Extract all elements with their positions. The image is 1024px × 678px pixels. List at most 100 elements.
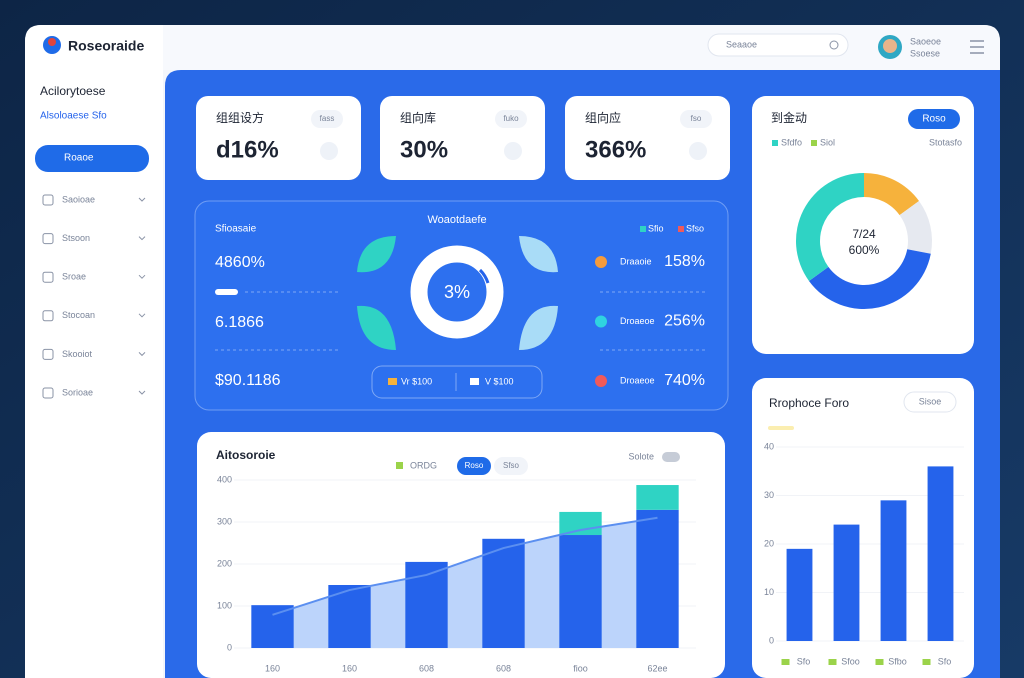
x-tick-label: Sfoo bbox=[841, 656, 860, 666]
sidebar-heading: Acilorytoese bbox=[40, 84, 106, 98]
search-icon[interactable] bbox=[829, 40, 839, 50]
donut-title: 到金动 bbox=[771, 110, 807, 125]
search-box[interactable] bbox=[707, 33, 849, 57]
donut-card bbox=[752, 96, 974, 354]
item-value: 158% bbox=[664, 253, 705, 270]
chip-label[interactable]: Vr $100 bbox=[401, 376, 432, 386]
chip-label[interactable]: V $100 bbox=[485, 376, 514, 386]
legend-label: Sfio bbox=[648, 223, 664, 233]
bar bbox=[636, 509, 679, 648]
stat: 4860% bbox=[215, 254, 265, 271]
chip-group bbox=[371, 365, 543, 399]
bar bbox=[636, 485, 679, 510]
toggle-label: Roso bbox=[465, 461, 484, 470]
y-tick-label: 400 bbox=[217, 474, 232, 484]
donut-center-bottom: 600% bbox=[849, 243, 880, 257]
x-chip bbox=[875, 659, 884, 665]
nav-item[interactable]: Skooiot bbox=[62, 349, 93, 359]
leaf bbox=[519, 305, 558, 350]
menu-icon[interactable] bbox=[970, 40, 984, 54]
kpi-icon[interactable] bbox=[689, 142, 707, 160]
nav-active[interactable] bbox=[35, 145, 149, 172]
stats-label: Sfioasaie bbox=[215, 224, 257, 235]
nav-chevron bbox=[138, 197, 146, 202]
y-tick-label: 0 bbox=[227, 642, 232, 652]
legend-label: Siol bbox=[820, 137, 835, 147]
x-tick-label: Sfo bbox=[938, 656, 952, 666]
stat: 6.1866 bbox=[215, 314, 264, 331]
legend-label: Sfso bbox=[686, 223, 704, 233]
kpi-badge-label: fso bbox=[691, 114, 702, 123]
avatar-face bbox=[883, 39, 897, 53]
kpi-icon[interactable] bbox=[320, 142, 338, 160]
legend-swatch bbox=[811, 140, 817, 146]
nav-chevron bbox=[138, 236, 146, 241]
progress bbox=[215, 289, 238, 295]
item-dot bbox=[595, 315, 607, 328]
switch[interactable] bbox=[662, 452, 680, 462]
kpi-label: 组向应 bbox=[585, 110, 621, 125]
nav-icon bbox=[42, 387, 54, 399]
kpi-label: 组向库 bbox=[400, 110, 436, 125]
nav-chevron bbox=[138, 390, 146, 395]
leaf bbox=[519, 236, 558, 273]
kpi-label: 组组设方 bbox=[216, 110, 264, 125]
nav-icon bbox=[42, 310, 54, 322]
bar bbox=[559, 511, 602, 536]
chip-icon bbox=[388, 378, 397, 385]
nav-chevron bbox=[138, 274, 146, 279]
donut-segment bbox=[808, 249, 931, 310]
user-role: Ssoese bbox=[910, 48, 940, 58]
y-tick-label: 10 bbox=[764, 587, 774, 597]
y-tick-label: 100 bbox=[217, 600, 232, 610]
x-tick-label: 608 bbox=[496, 663, 511, 673]
bar bbox=[786, 548, 813, 641]
legend-swatch bbox=[678, 226, 684, 232]
nav-item[interactable]: Stsoon bbox=[62, 233, 90, 243]
nav-icon bbox=[42, 194, 54, 206]
legend-label: Sfdfo bbox=[781, 137, 802, 147]
bar bbox=[880, 500, 907, 641]
item-dot bbox=[595, 256, 607, 268]
leaf bbox=[357, 236, 396, 273]
donut-segment bbox=[796, 173, 864, 281]
legend-label: ORDG bbox=[410, 460, 437, 470]
x-tick-label: fioo bbox=[573, 663, 588, 673]
item-dot bbox=[595, 375, 607, 387]
bar bbox=[833, 524, 860, 641]
center-ring bbox=[410, 245, 504, 339]
nav-item[interactable]: Saoioae bbox=[62, 194, 95, 204]
toggle[interactable] bbox=[494, 457, 528, 475]
center-arc bbox=[478, 268, 490, 284]
logo-dot bbox=[48, 38, 56, 46]
nav-item[interactable]: Roaoe bbox=[64, 153, 94, 164]
nav-chevron bbox=[138, 313, 146, 318]
kpi-badge-label: fuko bbox=[503, 114, 519, 123]
stat: $90.1186 bbox=[215, 372, 281, 389]
item-label: Droaeoe bbox=[620, 316, 655, 326]
donut-segment bbox=[864, 172, 920, 216]
kpi-value: 366% bbox=[585, 136, 646, 163]
x-tick-label: 160 bbox=[265, 663, 280, 673]
x-tick-label: Sfbo bbox=[888, 656, 907, 666]
item-value: 256% bbox=[664, 313, 705, 330]
nav-item[interactable]: Sroae bbox=[62, 272, 86, 282]
x-tick-label: Sfo bbox=[797, 656, 811, 666]
toggle[interactable] bbox=[457, 457, 491, 475]
donut-button[interactable] bbox=[908, 109, 960, 129]
kpi-icon[interactable] bbox=[504, 142, 522, 160]
donut-center-top: 7/24 bbox=[852, 227, 876, 241]
kpi-badge bbox=[680, 110, 712, 128]
bar bbox=[559, 535, 602, 648]
overview-panel bbox=[194, 200, 729, 411]
nav-item[interactable]: Sorioae bbox=[62, 387, 93, 397]
kpi-value: 30% bbox=[400, 136, 448, 163]
accent bbox=[768, 426, 794, 430]
y-tick-label: 300 bbox=[217, 516, 232, 526]
x-tick-label: 608 bbox=[419, 663, 434, 673]
nav-item[interactable]: Stocoan bbox=[62, 310, 95, 320]
right-bar-button[interactable] bbox=[903, 391, 957, 413]
sidebar-subheading: Alsoloaese Sfo bbox=[40, 111, 107, 122]
search-placeholder: Seaaoe bbox=[726, 39, 757, 49]
y-tick-label: 20 bbox=[764, 538, 774, 548]
